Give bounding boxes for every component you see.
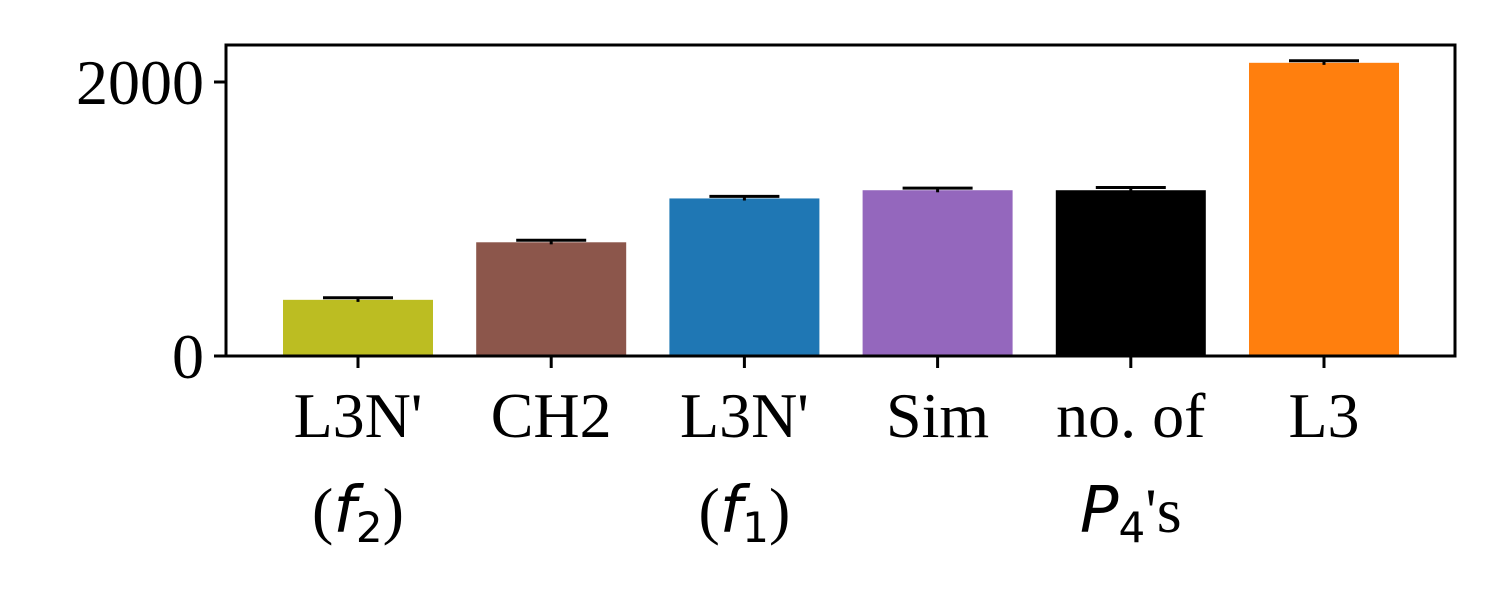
x-tick-label-5: L3 [1288, 380, 1359, 451]
bar-2 [669, 198, 820, 356]
x-tick-label-3: Sim [886, 380, 989, 451]
x-tick-label-0-line2: (f2) [312, 474, 404, 552]
plot-frame [224, 43, 1457, 358]
bars-group [283, 62, 1399, 356]
x-axis: L3N' (f2) CH2 L3N' (f1) Sim no. of P4's L3 [294, 356, 1360, 552]
y-axis: 0 2000 [76, 47, 226, 392]
bar-4 [1055, 190, 1206, 356]
bar-3 [862, 190, 1013, 356]
y-tick-label-1: 2000 [76, 47, 204, 118]
y-tick-label-0: 0 [172, 321, 204, 392]
bar-5 [1249, 62, 1399, 356]
bar-1 [476, 242, 627, 356]
x-tick-label-2-line2: (f1) [698, 474, 790, 552]
x-tick-label-2: L3N' [680, 380, 809, 451]
x-tick-label-4-line2: P4's [1080, 474, 1182, 552]
x-tick-label-0: L3N' [294, 380, 423, 451]
bar-0 [283, 299, 433, 356]
error-bars-group [323, 59, 1359, 302]
x-tick-label-4: no. of [1056, 380, 1206, 451]
x-tick-label-1: CH2 [491, 380, 612, 451]
